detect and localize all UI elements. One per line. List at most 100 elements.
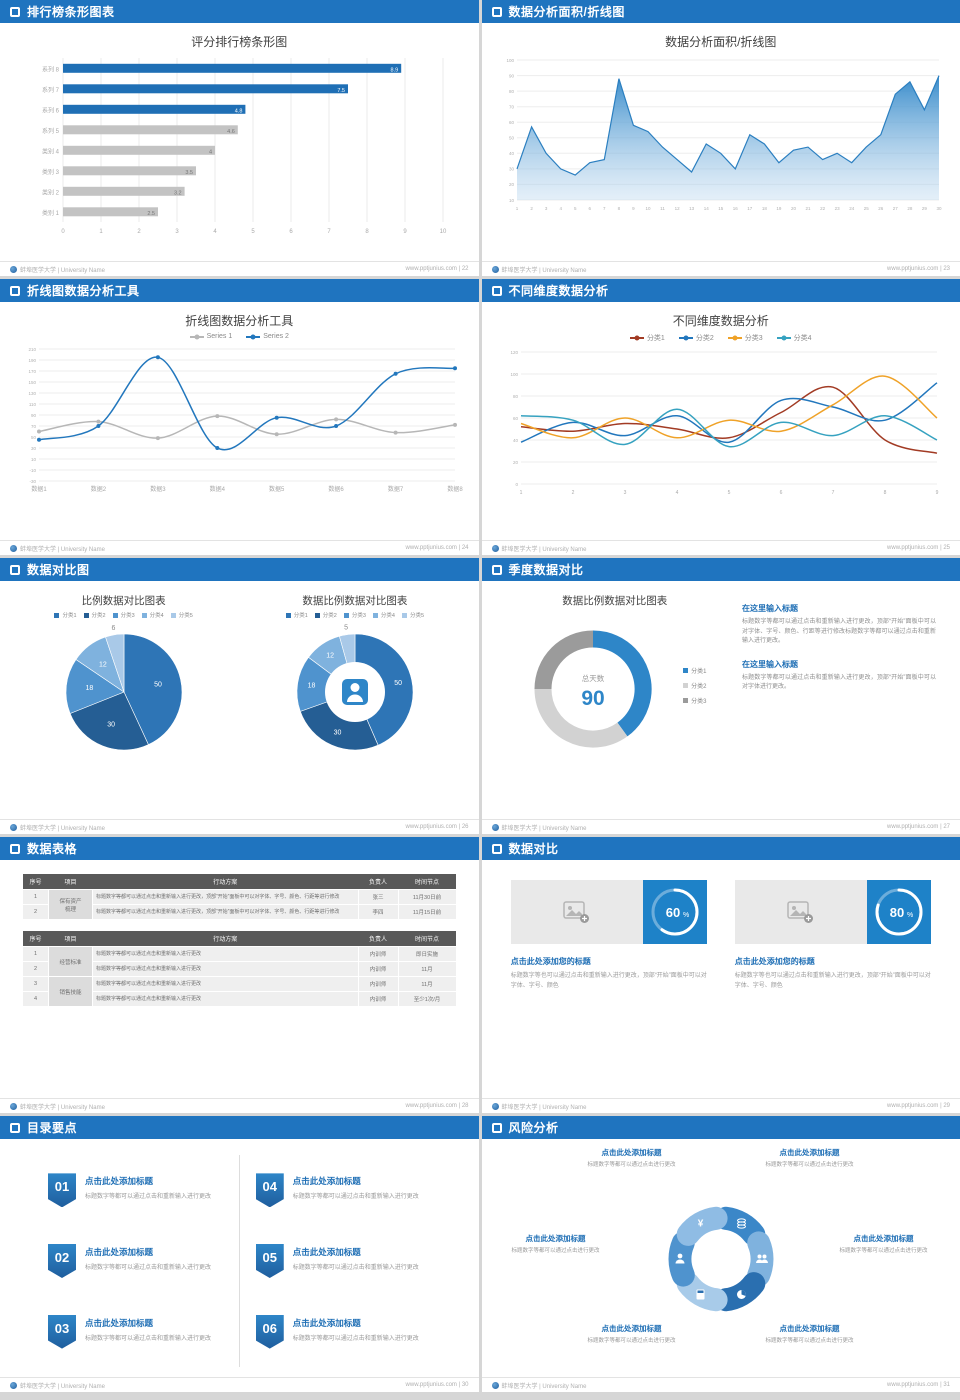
progress-panel: 60% 点击此处添加您的标题 标题数字等也可以通过点击和重新输入进行更改，顶部“开始… [510,880,707,992]
person-icon [341,679,368,705]
svg-text:1: 1 [515,206,518,211]
legend-item: 分类4 [372,611,395,619]
chart-title: 数据比例数据对比图表 [562,595,668,607]
svg-text:17: 17 [747,206,753,211]
slide-toc: 目录要点 01 点击此处添加标题 标题数字等都可以通过点击和重新输入进行更改 02 点击… [0,1116,479,1392]
toc-item: 03 点击此处添加标题 标题数字等都可以通过点击和重新输入进行更改 [48,1314,223,1349]
chart-title: 比例数据对比图表 [81,595,166,607]
progress-panel: 80% 点击此处添加您的标题 标题数字等也可以通过点击和重新输入进行更改，顶部“开始… [734,880,931,992]
slide-risk-analysis: 风险分析 ¥ 点击此处添加标题 标题数字等都可以通过点击进行更改 点击此处添加标题 标题… [481,1116,960,1392]
svg-text:60: 60 [509,120,515,125]
footer-site: www.pptjunius.com [887,1382,939,1388]
svg-text:10: 10 [645,206,651,211]
page-number: 29 [943,1103,950,1109]
svg-text:9: 9 [404,229,408,235]
slide-data-table: 数据表格 序号 项目 行动方案 负责人 时间节点 1 保有资产 梳理 标题数字等都可以通过点击和… [0,837,479,1113]
pie-chart-canvas: 50 30 18 12 6 [65,625,182,751]
university-logo-icon [491,1381,499,1389]
footer-sep: | [456,1382,462,1388]
footer-site: www.pptjunius.com [887,545,939,551]
svg-text:系列 5: 系列 5 [42,127,60,135]
footer-brand: 蚌埠医学大学 | University Name [491,544,587,553]
slide-header-title: 数据分析面积/折线图 [508,5,625,19]
svg-text:系列 6: 系列 6 [42,106,60,114]
page-number: 22 [461,266,469,272]
svg-text:1: 1 [100,229,104,235]
header-window-icon [491,564,502,575]
chart-legend: 分类1 分类2 分类3 [683,666,706,705]
svg-text:7: 7 [831,490,834,496]
svg-text:90: 90 [31,413,37,418]
university-logo-icon [10,265,17,273]
svg-text:数据3: 数据3 [150,485,166,493]
pie-chart-block: 比例数据对比图表 分类1 分类2 分类3 分类4 分类5 50 30 18 12 6 [8,583,239,817]
wheel-label-title: 点击此处添加标题 [853,1234,914,1243]
toc-body: 标题数字等都可以通过点击和重新输入进行更改 [292,1264,419,1271]
svg-text:16: 16 [733,206,739,211]
slide-header-bar: 折线图数据分析工具 [0,279,479,302]
header-window-icon [10,6,20,17]
toc-number: 06 [255,1314,284,1349]
chart-title: 数据比例数据对比图表 [302,595,408,607]
svg-text:80: 80 [509,89,515,94]
text-block-body: 标题数字等都可以通过点击和重新输入进行更改，顶部“开始”面板中可以对字体、字号、… [742,619,936,645]
svg-text:6: 6 [290,229,294,235]
university-logo-icon [491,265,499,273]
svg-text:130: 130 [29,391,37,396]
chart-title: 不同维度数据分析 [672,314,769,328]
chart-legend: 分类1 分类2 分类3 分类4 [490,333,953,343]
footer-brand-text: 蚌埠医学大学 | University Name [501,267,587,274]
svg-text:4: 4 [209,149,212,155]
line-chart-area: 折线图数据分析工具 Series 1 Series 2 210 190 170 150 130… [0,302,479,540]
image-placeholder [734,880,867,944]
slide-footer: 蚌埠医学大学 | University Name www.pptjunius.c… [0,819,479,834]
svg-text:13: 13 [689,206,695,211]
slide-area-line: 数据分析面积/折线图 数据分析面积/折线图 10 20 30 40 50 60 70 80 90 1… [481,0,960,276]
svg-text:8.9: 8.9 [391,67,399,73]
svg-text:10: 10 [509,198,515,203]
legend-item: 分类2 [83,611,106,619]
svg-text:0: 0 [62,229,66,235]
svg-text:5: 5 [727,490,730,496]
svg-text:数据8: 数据8 [448,485,464,493]
slide-header-bar: 季度数据对比 [481,558,960,581]
svg-text:10: 10 [31,457,37,462]
svg-text:8: 8 [883,490,886,496]
page-number: 27 [943,824,950,830]
svg-text:24: 24 [849,206,855,211]
slide-footer: 蚌埠医学大学 | University Name www.pptjunius.c… [481,1377,960,1392]
legend-item: Series 1 [189,333,232,340]
svg-text:40: 40 [509,151,515,156]
svg-text:50: 50 [509,136,515,141]
svg-text:21: 21 [805,206,811,211]
svg-text:40: 40 [513,438,519,443]
svg-text:20: 20 [509,182,515,187]
wheel-label-title: 点击此处添加标题 [779,1148,840,1157]
slide-header-title: 数据表格 [27,842,78,856]
svg-text:12: 12 [326,653,334,660]
legend-item: 分类3 [727,333,763,343]
svg-text:28: 28 [907,206,913,211]
svg-text:18: 18 [85,685,93,692]
wheel-label: 点击此处添加标题 标题数字等都可以通过点击进行更改 [814,1233,954,1254]
donut-chart-canvas: 50 30 18 12 5 [296,625,414,751]
svg-text:2: 2 [571,490,574,496]
footer-brand-text: 蚌埠医学大学 | University Name [501,825,587,832]
footer-brand-text: 蚌埠医学大学 | University Name [20,267,105,274]
wheel-label: 点击此处添加标题 标题数字等都可以通过点击进行更改 [562,1323,702,1344]
legend-item: 分类4 [141,611,164,619]
footer-site-page: www.pptjunius.com | 23 [887,266,950,272]
data-table: 序号 项目 行动方案 负责人 时间节点 1 经营标准 标题数字等都可以通过点击和重新输入进行更… [22,931,457,1007]
slide-header-title: 折线图数据分析工具 [27,284,140,298]
svg-text:14: 14 [703,206,709,211]
toc-body: 标题数字等都可以通过点击和重新输入进行更改 [85,1335,212,1342]
svg-text:2: 2 [530,206,533,211]
chart-title: 数据分析面积/折线图 [665,35,777,49]
text-block: 在这里输入标题 标题数字等都可以通过点击和重新输入进行更改，顶部“开始”面板中可以… [742,659,936,693]
footer-sep: | [938,266,944,272]
footer-brand-text: 蚌埠医学大学 | University Name [501,546,587,553]
svg-text:27: 27 [893,206,899,211]
footer-site-page: www.pptjunius.com | 24 [406,545,469,551]
svg-text:4.6: 4.6 [227,129,235,135]
